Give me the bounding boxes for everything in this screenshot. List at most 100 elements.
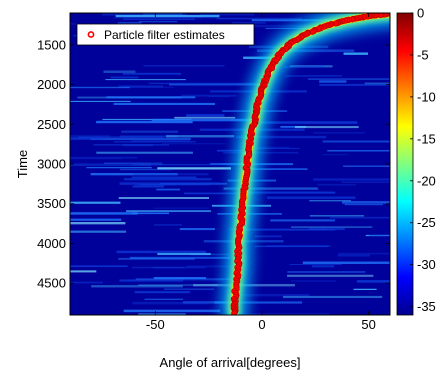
- heatmap-streak: [232, 21, 266, 24]
- heatmap-streak: [95, 121, 193, 124]
- heatmap-streak: [143, 65, 225, 67]
- y-tick-label: 1500: [37, 37, 66, 52]
- heatmap-streak: [228, 228, 327, 231]
- heatmap-streak: [291, 280, 336, 282]
- heatmap-streak: [251, 19, 350, 22]
- heatmap-streak: [90, 137, 191, 141]
- heatmap-streak: [186, 265, 237, 268]
- heatmap-streak: [153, 277, 207, 280]
- heatmap-streak: [186, 114, 225, 117]
- heatmap-streak: [96, 119, 173, 122]
- heatmap-streak: [121, 130, 179, 133]
- heatmap-streak: [270, 219, 335, 222]
- heatmap-streak: [313, 132, 365, 134]
- x-tick-label: 0: [258, 317, 265, 332]
- heatmap-streak: [102, 118, 192, 121]
- heatmap-streak: [123, 18, 196, 20]
- heatmap-streak: [311, 265, 335, 268]
- heatmap-streak: [104, 162, 163, 164]
- heatmap-streak: [353, 288, 377, 291]
- heatmap-streak: [291, 226, 373, 228]
- heatmap-streak: [122, 72, 182, 75]
- heatmap-streak: [341, 181, 390, 184]
- heatmap-streak: [126, 210, 211, 213]
- heatmap-streak: [243, 191, 336, 194]
- heatmap-streak: [93, 144, 170, 146]
- heatmap-streak: [183, 301, 226, 304]
- heatmap-streak: [110, 76, 139, 79]
- heatmap-streak: [70, 135, 110, 138]
- heatmap-streak: [70, 265, 128, 268]
- heatmap-streak: [208, 96, 230, 98]
- heatmap-streak: [138, 20, 178, 23]
- heatmap-streak: [157, 167, 232, 170]
- colorbar-tick-label: -35: [417, 299, 436, 314]
- heatmap-streak: [78, 136, 163, 139]
- heatmap-streak: [156, 188, 181, 191]
- heatmap-streak: [122, 144, 153, 147]
- heatmap-streak: [309, 200, 351, 202]
- heatmap-streak: [223, 187, 318, 190]
- colorbar-tick-label: -10: [417, 89, 436, 104]
- heatmap-streak: [283, 295, 383, 299]
- heatmap-streak: [70, 230, 127, 233]
- legend-box: [76, 23, 255, 46]
- heatmap-streak: [369, 234, 390, 237]
- heatmap: [70, 13, 390, 315]
- y-axis-label: Time: [15, 150, 30, 178]
- heatmap-streak: [153, 207, 209, 209]
- heatmap-streak: [91, 285, 183, 288]
- colorbar-tick-label: -30: [417, 257, 436, 272]
- heatmap-streak: [179, 228, 215, 231]
- heatmap-streak: [135, 278, 231, 280]
- heatmap-streak: [96, 151, 193, 154]
- heatmap-streak: [119, 182, 220, 185]
- heatmap-streak: [106, 96, 196, 99]
- heatmap-streak: [132, 301, 209, 305]
- heatmap-streak: [118, 257, 195, 260]
- heatmap-streak: [119, 279, 184, 282]
- heatmap-streak: [216, 17, 303, 20]
- heatmap-streak: [101, 13, 187, 16]
- heatmap-streak: [181, 94, 237, 97]
- colorbar-ticks: 0 -5 -10 -15 -20 -25 -30 -35: [410, 6, 436, 314]
- colorbar-tick-label: -15: [417, 131, 436, 146]
- legend-entry: Particle filter estimates: [104, 28, 225, 42]
- heatmap-streak: [138, 284, 218, 286]
- y-tick-label: 3500: [37, 196, 66, 211]
- heatmap-streak: [115, 14, 220, 18]
- heatmap-streak: [70, 222, 126, 225]
- heatmap-streak: [162, 143, 226, 145]
- heatmap-streak: [166, 257, 223, 259]
- heatmap-streak: [142, 13, 183, 15]
- colorbar: 0 -5 -10 -15 -20 -25 -30 -35: [396, 6, 436, 316]
- colorbar-tick-label: -25: [417, 215, 436, 230]
- heatmap-streak: [119, 168, 173, 171]
- heatmap-streak: [117, 21, 142, 25]
- heatmap-streak: [70, 156, 137, 159]
- heatmap-streak: [330, 216, 390, 219]
- heatmap-streak: [90, 173, 178, 176]
- heatmap-streak: [70, 270, 97, 273]
- heatmap-streak: [289, 264, 342, 266]
- heatmap-streak: [283, 66, 323, 68]
- heatmap-streak: [342, 201, 390, 204]
- heatmap-streak: [114, 141, 196, 143]
- heatmap-streak: [289, 65, 333, 68]
- heatmap-streak: [317, 183, 357, 186]
- heatmap-streak: [70, 158, 123, 160]
- heatmap-streak: [70, 281, 103, 284]
- x-axis-label: Angle of arrival[degrees]: [160, 355, 301, 370]
- heatmap-streak: [103, 70, 136, 73]
- heatmap-streak: [256, 49, 355, 52]
- heatmap-streak: [139, 163, 164, 166]
- heatmap-streak: [131, 212, 169, 215]
- heatmap-streak: [337, 254, 371, 257]
- heatmap-streak: [356, 280, 390, 283]
- heatmap-streak: [148, 82, 255, 84]
- heatmap-streak: [70, 218, 122, 221]
- heatmap-streak: [124, 86, 174, 88]
- heatmap-streak: [131, 176, 197, 179]
- heatmap-streak: [313, 178, 390, 181]
